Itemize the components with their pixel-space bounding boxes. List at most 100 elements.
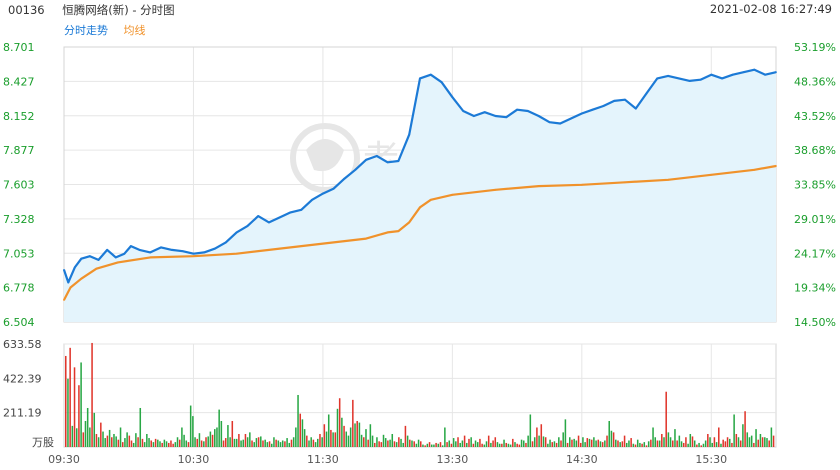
time-tick-label: 10:30 <box>178 453 210 466</box>
volume-bar <box>739 440 742 447</box>
price-point <box>570 117 572 120</box>
pct-tick-label: 24.17% <box>794 247 836 260</box>
price-point <box>634 107 637 110</box>
price-point <box>322 192 324 195</box>
volume-bar <box>604 440 606 447</box>
volume-bar <box>312 439 315 447</box>
price-point <box>203 251 206 254</box>
volume-bar <box>185 440 188 447</box>
volume-bar <box>242 439 245 447</box>
price-point <box>688 80 691 82</box>
volume-bar <box>413 441 415 447</box>
stock-code: 00136 <box>8 3 45 17</box>
price-point <box>451 96 454 99</box>
price-tick-label: 8.701 <box>3 41 35 54</box>
pct-tick-label: 29.01% <box>794 213 836 226</box>
volume-bar <box>75 428 78 447</box>
avg-point <box>278 247 281 250</box>
volume-bar <box>356 420 358 447</box>
volume-bar <box>387 440 389 447</box>
volume-bar <box>586 438 589 447</box>
volume-bar <box>757 439 759 447</box>
volume-bar <box>200 440 203 447</box>
volume-bar <box>378 441 380 447</box>
volume-bar <box>224 438 227 447</box>
volume-bar <box>669 437 672 447</box>
price-point <box>591 108 594 111</box>
volume-bar <box>597 439 600 447</box>
volume-bar <box>415 443 418 447</box>
volume-bar <box>306 435 308 447</box>
volume-bar <box>89 427 91 447</box>
volume-bar <box>292 437 295 447</box>
volume-bar <box>336 408 339 447</box>
price-tick-label: 8.152 <box>3 110 35 123</box>
volume-bar <box>343 425 345 447</box>
volume-bar <box>382 434 385 447</box>
volume-bar <box>338 398 341 447</box>
price-point <box>257 215 260 218</box>
volume-bar <box>181 427 183 447</box>
price-point <box>138 249 141 251</box>
time-tick-label: 13:30 <box>437 453 469 466</box>
volume-bar <box>632 443 635 447</box>
price-point <box>580 112 583 115</box>
volume-bar <box>435 442 437 447</box>
price-point <box>667 75 670 77</box>
volume-bar <box>281 440 284 447</box>
avg-point <box>494 188 497 191</box>
volume-bar <box>143 442 146 447</box>
price-tick-label: 6.778 <box>3 282 35 295</box>
volume-bar <box>650 439 652 447</box>
price-point <box>516 108 518 111</box>
volume-bar <box>161 442 163 447</box>
price-point <box>440 81 443 84</box>
volume-bar <box>270 443 273 447</box>
volume-bar <box>498 443 501 447</box>
axes: 8.701 53.19% 8.427 48.36% 8.152 43.52% 7.877 38… <box>3 41 836 466</box>
volume-bar <box>433 444 435 447</box>
volume-bar <box>503 439 505 447</box>
volume-bar <box>266 442 269 447</box>
volume-bar <box>722 439 724 447</box>
volume-bar <box>152 442 155 447</box>
volume-bar <box>680 441 683 447</box>
avg-point <box>775 165 777 167</box>
time-tick-label: 11:30 <box>307 453 339 466</box>
volume-bar <box>128 435 131 447</box>
volume-bar <box>652 427 654 447</box>
price-point <box>332 187 335 190</box>
volume-bar <box>492 440 494 447</box>
volume-bar <box>439 442 442 447</box>
volume-bar <box>218 409 220 447</box>
price-point <box>311 198 314 201</box>
volume-bar <box>647 441 650 447</box>
price-point <box>268 221 270 224</box>
price-point <box>88 255 91 258</box>
volume-bar <box>148 438 150 447</box>
volume-bar <box>420 441 422 447</box>
volume-bar <box>73 367 76 447</box>
volume-bar <box>656 440 659 447</box>
price-point <box>278 216 281 219</box>
volume-bar <box>365 429 367 447</box>
volume-bar <box>737 437 740 447</box>
volume-bar <box>67 378 69 447</box>
volume-bar <box>297 394 299 447</box>
price-point <box>753 68 756 71</box>
volume-bar <box>126 432 128 447</box>
volume-bar <box>260 436 262 447</box>
volume-bar <box>174 442 177 447</box>
volume-bar <box>579 442 582 447</box>
volume-bar <box>667 432 670 447</box>
volume-bar <box>590 439 593 447</box>
price-point <box>731 73 734 76</box>
volume-bar <box>345 431 348 447</box>
volume-bar <box>761 437 764 447</box>
volume-bar <box>80 362 82 447</box>
price-point <box>289 211 292 214</box>
volume-bar <box>288 442 291 447</box>
avg-point <box>710 173 713 176</box>
volume-bar <box>522 440 525 447</box>
time-tick-label: 09:30 <box>48 453 80 466</box>
